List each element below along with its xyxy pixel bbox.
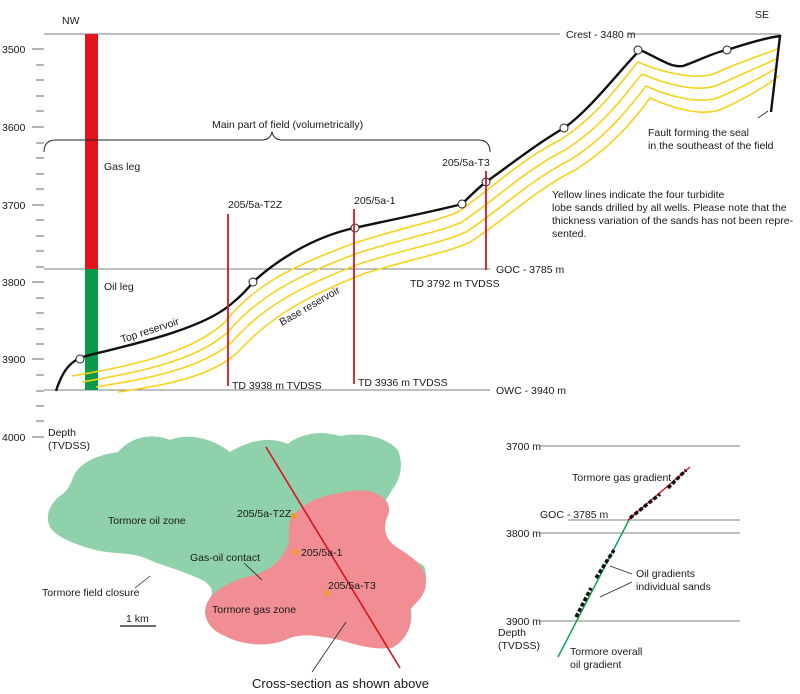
map-well-t2z: 205/5a-T2Z (237, 508, 292, 520)
gas-gradient-label: Tormore gas gradient (572, 472, 671, 484)
fault-label-1: Fault forming the seal (648, 127, 749, 139)
note-line-4: sented. (552, 228, 586, 240)
fault-leader (757, 110, 769, 119)
overall-gradient-label-2: oil gradient (570, 659, 621, 671)
oil-gradients-leader-2 (599, 581, 633, 598)
oil-leg-bar (85, 269, 98, 390)
grad-tick-3700: 3700 m (506, 441, 541, 453)
well-t2z-td: TD 3938 m TVDSS (232, 380, 322, 392)
field-map: 205/5a-T2Z 205/5a-1 205/5a-T3 Tormore oi… (42, 433, 429, 691)
depth-axis (32, 48, 44, 438)
gas-oil-contact-label: Gas-oil contact (190, 552, 260, 564)
note-line-3: thickness variation of the sands has not… (552, 215, 794, 227)
depth-tick-4000: 4000 (2, 432, 26, 444)
gas-oil-contact-leader (243, 562, 263, 581)
gas-zone-area (205, 490, 426, 649)
closure-leader (134, 575, 151, 589)
se-label: SE (755, 9, 769, 21)
grad-tick-3800: 3800 m (506, 528, 541, 540)
crest-label: Crest - 3480 m (566, 29, 636, 41)
depth-tick-3500: 3500 (2, 44, 26, 56)
oil-gradients-label-2: individual sands (636, 581, 711, 593)
well-t2z-label: 205/5a-T2Z (228, 199, 283, 211)
nw-label: NW (62, 15, 80, 27)
overall-gradient-label-1: Tormore overall (570, 646, 642, 658)
grad-tick-3900: 3900 m (506, 616, 541, 628)
map-well-markers (291, 513, 330, 596)
main-part-label: Main part of field (volumetrically) (212, 119, 363, 131)
cross-section: 3500 3600 3700 3800 3900 4000 Depth (TVD… (2, 9, 794, 452)
oil-gradients-leader-1 (609, 565, 633, 575)
top-reservoir-markers (75, 45, 732, 364)
grad-depth-label: Depth (498, 627, 526, 639)
gas-zone-label: Tormore gas zone (212, 604, 296, 616)
oil-zone-label: Tormore oil zone (108, 515, 186, 527)
gas-leg-label: Gas leg (104, 161, 140, 173)
top-reservoir-line (54, 34, 782, 392)
well-1-label: 205/5a-1 (354, 195, 396, 207)
depth-tick-3900: 3900 (2, 354, 26, 366)
top-reservoir-label: Top reservoir (119, 316, 181, 346)
scale-label: 1 km (126, 613, 149, 625)
oil-gradients-label-1: Oil gradients (636, 568, 695, 580)
depth-tick-3600: 3600 (2, 122, 26, 134)
grad-depth-unit: (TVDSS) (498, 640, 540, 652)
overall-oil-gradient-line (557, 517, 631, 658)
closure-label: Tormore field closure (42, 587, 140, 599)
pressure-points (574, 468, 688, 618)
cross-section-caption: Cross-section as shown above (252, 676, 429, 691)
well-t3-label: 205/5a-T3 (442, 157, 490, 169)
cross-section-leader (311, 621, 347, 673)
cross-section-line (265, 446, 401, 669)
goc-label: GOC - 3785 m (496, 264, 565, 276)
note-line-1: Yellow lines indicate the four turbidite (552, 189, 725, 201)
owc-label: OWC - 3940 m (496, 385, 566, 397)
base-reservoir-label: Base reservoir (278, 284, 343, 328)
well-t3-td: TD 3792 m TVDSS (410, 278, 500, 290)
depth-label-unit: (TVDSS) (48, 440, 90, 452)
main-part-brace (43, 131, 491, 153)
oil-leg-label: Oil leg (104, 281, 134, 293)
depth-tick-3800: 3800 (2, 277, 26, 289)
pressure-gradient-plot: 3700 m 3800 m 3900 m GOC - 3785 m Tormor… (498, 441, 740, 671)
note-line-2: lobe sands drilled by all wells. Please … (552, 202, 787, 214)
map-well-t3: 205/5a-T3 (328, 580, 376, 592)
depth-tick-3700: 3700 (2, 200, 26, 212)
map-well-1: 205/5a-1 (301, 547, 343, 559)
depth-label: Depth (48, 427, 76, 439)
fault-label-2: in the southeast of the field (648, 140, 774, 152)
well-1-td: TD 3936 m TVDSS (358, 377, 448, 389)
grad-goc-label: GOC - 3785 m (540, 509, 609, 521)
gas-leg-bar (85, 34, 98, 269)
